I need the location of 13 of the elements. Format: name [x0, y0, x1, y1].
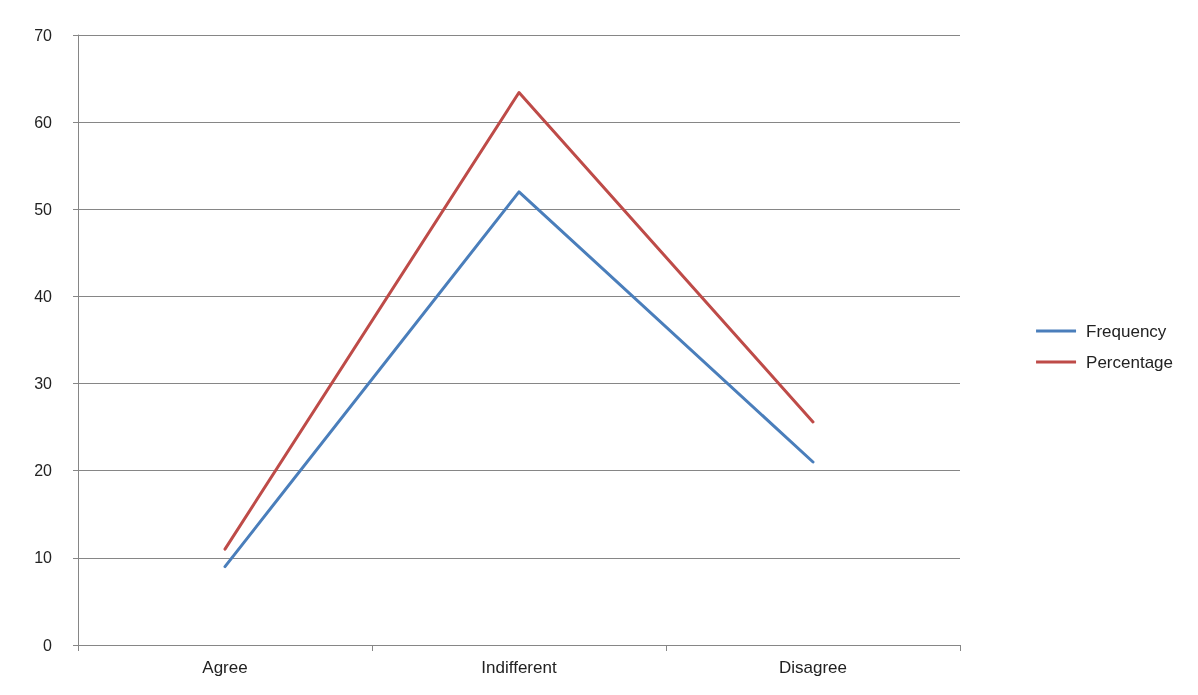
y-tick-label: 20: [34, 462, 53, 480]
y-tick-label: 70: [34, 26, 53, 44]
legend-label: Percentage: [1086, 352, 1173, 372]
y-tick-label: 0: [43, 636, 53, 654]
x-tick-label: Disagree: [778, 658, 848, 677]
legend-label: Frequency: [1086, 321, 1167, 341]
x-tick-label: Indifferent: [481, 658, 557, 677]
x-tick-label: Agree: [202, 658, 248, 677]
y-tick-label: 40: [34, 287, 53, 305]
y-tick-label: 50: [34, 200, 53, 218]
y-tick-label: 60: [34, 113, 53, 131]
y-tick-label: 10: [34, 549, 53, 567]
y-tick-label: 30: [34, 375, 53, 393]
